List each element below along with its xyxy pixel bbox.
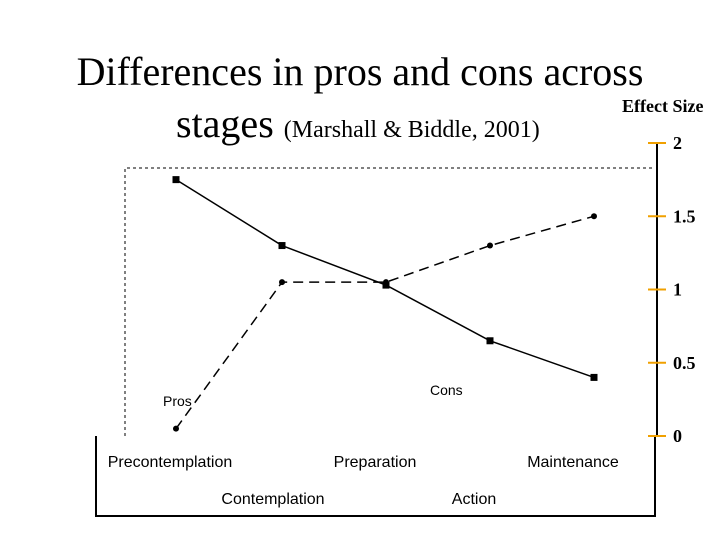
category-labels: Precontemplation Contemplation Preparation… [108, 454, 619, 508]
data-point-cons [278, 242, 286, 250]
series-label-cons: Cons [430, 382, 463, 398]
y-tick-label: 0 [673, 426, 682, 446]
data-point-cons [172, 176, 180, 184]
series-label-pros: Pros [163, 393, 192, 409]
chart-title-line-1: Differences in pros and cons across [76, 49, 644, 94]
y-tick-label: 2 [673, 133, 682, 153]
category-label: Contemplation [221, 491, 324, 508]
series-line-cons [175, 178, 595, 379]
y-tick-label: 1 [673, 280, 682, 300]
category-box [95, 436, 656, 517]
data-point-pros [591, 213, 597, 220]
chart-title-line-2: stages (Marshall & Biddle, 2001) [176, 100, 540, 147]
data-point-pros [173, 425, 179, 432]
y-tick-label: 1.5 [673, 206, 696, 226]
data-point-cons [486, 337, 494, 345]
series-line-pros [175, 215, 595, 430]
data-point-cons [382, 281, 390, 289]
plot-frame [95, 167, 656, 517]
chart-title-citation: (Marshall & Biddle, 2001) [283, 117, 540, 143]
category-label: Preparation [334, 454, 417, 471]
plot-frame-dashed [124, 167, 655, 436]
chart-title-main: stages [176, 101, 274, 146]
category-label: Precontemplation [108, 454, 233, 471]
data-point-pros [279, 279, 285, 286]
series-layer: Pros Cons [163, 176, 598, 432]
y-tick-label: 0.5 [673, 353, 696, 373]
category-label: Maintenance [527, 454, 619, 471]
y-axis: 0 0.5 1 1.5 2 [648, 133, 696, 446]
y-axis-title: Effect Size [622, 96, 704, 116]
data-point-cons [590, 373, 598, 381]
data-point-pros [487, 242, 493, 249]
category-label: Action [452, 491, 496, 508]
